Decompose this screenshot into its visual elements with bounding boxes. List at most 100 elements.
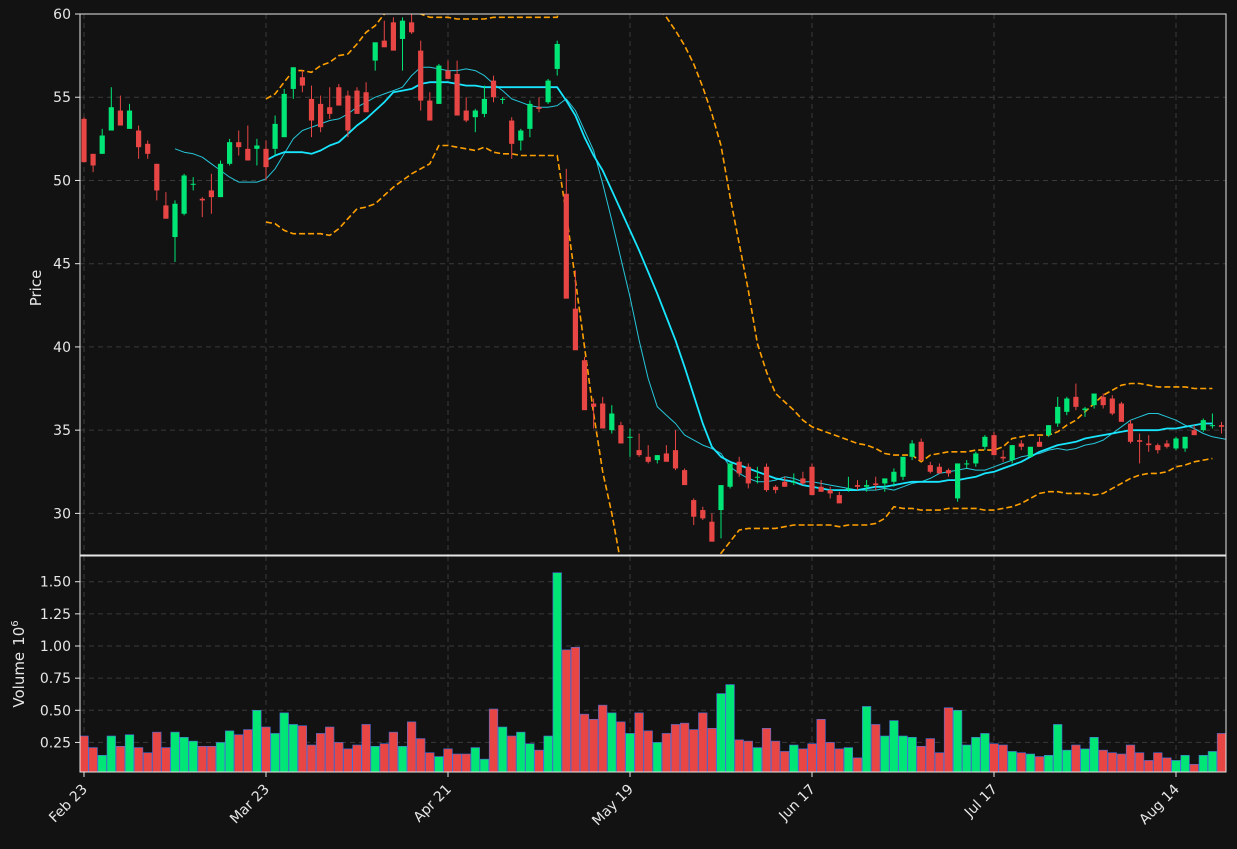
volume-bar [1125, 744, 1136, 772]
candle-body [436, 65, 442, 104]
candle-body [181, 175, 187, 214]
candle [773, 485, 779, 494]
volume-bar [306, 744, 317, 772]
date-axis-ticks: Feb 23 Mar 23 Apr 21 May 19 Jun 17 Jul 17 Aug … [46, 772, 1183, 829]
volume-bar [916, 745, 926, 772]
volume-bar [1034, 756, 1045, 772]
candle-body [827, 490, 833, 494]
candle-body [272, 123, 278, 149]
candle [672, 430, 679, 471]
candle [372, 42, 378, 71]
volume-bar [1189, 763, 1199, 772]
candle-body [136, 130, 142, 148]
candle [818, 480, 824, 492]
volume-bar [461, 753, 471, 772]
candle-body [500, 98, 506, 100]
candle [1009, 445, 1015, 464]
volume-bar [406, 721, 417, 772]
volume-bar [188, 740, 198, 772]
volume-bar [943, 707, 954, 772]
volume-bar [962, 744, 972, 772]
candle [1064, 396, 1070, 416]
volume-bar [1162, 757, 1172, 772]
candle [1182, 436, 1188, 452]
candle [308, 85, 315, 138]
candle [500, 97, 506, 104]
candle-body [691, 500, 697, 517]
candle [445, 60, 451, 79]
candle [1100, 393, 1106, 409]
candle [90, 153, 96, 173]
date-tick-label: Aug 14 [1136, 781, 1182, 827]
candle [882, 478, 888, 492]
volume-bar [843, 747, 853, 772]
candle-body [463, 110, 469, 121]
candle-body [263, 148, 269, 168]
volume-bar [88, 747, 98, 772]
candle [290, 67, 296, 99]
candle-body [90, 153, 96, 166]
volume-bar [497, 726, 508, 772]
candle-body [973, 453, 979, 464]
candle-body [1137, 440, 1143, 442]
candle [217, 160, 224, 198]
volume-bar [152, 731, 162, 772]
candle [1073, 383, 1079, 411]
candle-body [672, 450, 679, 469]
volume-bar [1144, 760, 1154, 772]
volume-tick-label: 0.25 [40, 735, 71, 751]
candle [208, 173, 214, 214]
candle-body [645, 456, 651, 462]
volume-bar [570, 646, 580, 772]
volume-bar [652, 742, 662, 772]
price-tick-label: 50 [53, 173, 71, 189]
candle-body [199, 198, 205, 201]
volume-bar [80, 735, 89, 772]
volume-bar [1062, 749, 1072, 772]
candle [645, 445, 651, 464]
candle [472, 108, 478, 133]
volume-bar [161, 747, 171, 772]
candle [845, 476, 851, 492]
candle-body [1164, 443, 1170, 447]
volume-bar [397, 745, 408, 772]
candle [727, 463, 733, 489]
candle-body [1228, 407, 1233, 425]
candle [463, 97, 469, 123]
bollinger-lower-band [265, 144, 1213, 555]
candle-body [982, 436, 988, 447]
candle-body [108, 107, 114, 131]
candle-body [964, 463, 970, 465]
volume-bar [297, 725, 308, 772]
volume-bar [379, 743, 389, 772]
price-tick-label: 55 [53, 90, 71, 106]
volume-bar [561, 649, 571, 772]
volume-bar [643, 730, 653, 772]
candle [281, 88, 287, 138]
bollinger-upper-band [265, 14, 1213, 463]
volume-axis-label-text: Volume [10, 652, 28, 708]
candle [581, 356, 588, 411]
volume-bar [215, 742, 226, 772]
candle-body [991, 435, 997, 456]
volume-bar [889, 720, 899, 772]
candle-body [390, 22, 396, 51]
candle [245, 125, 251, 161]
volume-bar [1135, 752, 1145, 772]
volume-bar [598, 704, 608, 772]
candle [1155, 443, 1161, 454]
volume-tick-label: 0.50 [40, 703, 71, 719]
volume-bar [625, 733, 635, 772]
volume-bar [852, 757, 863, 772]
candle-body [663, 453, 669, 462]
volume-bar [1044, 754, 1054, 772]
price-tick-label: 35 [53, 423, 71, 439]
candle [964, 460, 970, 469]
candle [627, 428, 633, 457]
candle [363, 82, 369, 113]
candle [1036, 436, 1043, 447]
volume-bar [743, 740, 753, 772]
volume-panel-frame [79, 555, 1227, 773]
volume-bar [634, 712, 644, 772]
